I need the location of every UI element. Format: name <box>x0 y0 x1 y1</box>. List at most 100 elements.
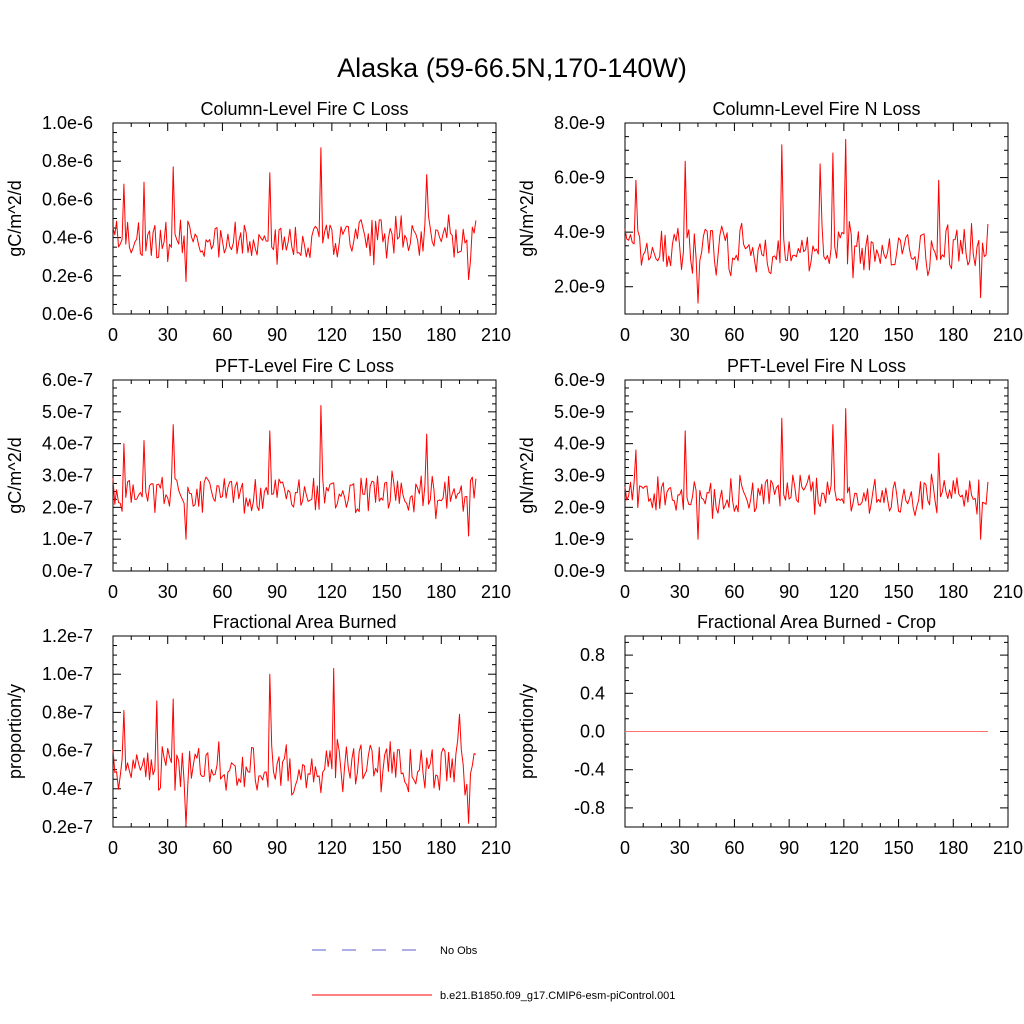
x-tick-label: 90 <box>779 325 799 345</box>
panel-title: Fractional Area Burned <box>212 612 396 632</box>
x-tick-label: 210 <box>993 582 1023 602</box>
x-tick-label: 30 <box>670 838 690 858</box>
y-tick-label: 0.8 <box>580 645 605 665</box>
plot-frame <box>112 379 497 572</box>
y-tick-label: 1.0e-7 <box>42 664 93 684</box>
y-tick-label: 2.0e-9 <box>554 497 605 517</box>
series-line <box>112 405 477 540</box>
panel-title: PFT-Level Fire N Loss <box>727 356 906 376</box>
y-tick-label: 3.0e-9 <box>554 466 605 486</box>
y-tick-label: 0.0 <box>580 722 605 742</box>
series-line <box>624 408 989 540</box>
y-axis-label: proportion/y <box>517 684 537 779</box>
x-tick-label: 180 <box>938 582 968 602</box>
x-tick-label: 60 <box>724 325 744 345</box>
plot-frame <box>112 122 497 315</box>
x-tick-label: 60 <box>724 838 744 858</box>
y-tick-label: 4.0e-9 <box>554 434 605 454</box>
x-tick-label: 30 <box>158 325 178 345</box>
y-tick-label: 2.0e-7 <box>42 497 93 517</box>
y-tick-label: -0.8 <box>574 798 605 818</box>
y-tick-label: 0.4e-7 <box>42 779 93 799</box>
y-tick-label: -0.4 <box>574 760 605 780</box>
x-tick-label: 0 <box>620 838 630 858</box>
y-tick-label: 1.2e-7 <box>42 626 93 646</box>
x-tick-label: 180 <box>426 838 456 858</box>
plot-frame <box>112 635 497 828</box>
x-tick-label: 30 <box>670 325 690 345</box>
y-axis-label: proportion/y <box>5 684 25 779</box>
chart-panel: Fractional Area Burned - Crop proportion/… <box>517 612 1023 858</box>
x-tick-label: 210 <box>481 582 511 602</box>
x-tick-label: 60 <box>212 838 232 858</box>
x-tick-label: 150 <box>372 582 402 602</box>
x-tick-label: 180 <box>426 582 456 602</box>
series-line <box>624 138 989 304</box>
y-axis-label: gN/m^2/d <box>517 437 537 513</box>
figure-title: Alaska (59-66.5N,170-140W) <box>337 53 687 83</box>
y-tick-label: 5.0e-7 <box>42 402 93 422</box>
x-tick-label: 120 <box>829 838 859 858</box>
x-tick-label: 0 <box>108 582 118 602</box>
y-axis-label: gC/m^2/d <box>5 180 25 256</box>
x-tick-label: 120 <box>317 838 347 858</box>
y-tick-label: 0.8e-6 <box>42 151 93 171</box>
y-tick-label: 0.0e-9 <box>554 561 605 581</box>
x-tick-label: 90 <box>267 582 287 602</box>
panel-title: Column-Level Fire C Loss <box>200 99 408 119</box>
y-tick-label: 0.8e-7 <box>42 702 93 722</box>
x-tick-label: 0 <box>108 838 118 858</box>
x-tick-label: 120 <box>317 325 347 345</box>
y-tick-label: 4.0e-9 <box>554 222 605 242</box>
panel-title: Fractional Area Burned - Crop <box>697 612 936 632</box>
x-tick-label: 210 <box>993 325 1023 345</box>
y-tick-label: 2.0e-9 <box>554 277 605 297</box>
chart-panel: PFT-Level Fire C Loss gC/m^2/d 0 30 60 90 120 1… <box>5 356 511 602</box>
y-tick-label: 0.4 <box>580 683 605 703</box>
chart-panel: PFT-Level Fire N Loss gN/m^2/d 0 30 60 90 120 1… <box>517 356 1023 602</box>
plot-frame <box>624 122 1009 315</box>
series-line <box>112 668 477 826</box>
y-tick-label: 0.2e-6 <box>42 266 93 286</box>
x-tick-label: 150 <box>372 325 402 345</box>
x-tick-label: 210 <box>993 838 1023 858</box>
y-tick-label: 6.0e-9 <box>554 168 605 188</box>
y-tick-label: 0.6e-7 <box>42 741 93 761</box>
x-tick-label: 210 <box>481 325 511 345</box>
x-tick-label: 60 <box>212 325 232 345</box>
y-tick-label: 0.0e-6 <box>42 304 93 324</box>
y-tick-label: 3.0e-7 <box>42 466 93 486</box>
y-tick-label: 0.0e-7 <box>42 561 93 581</box>
x-tick-label: 30 <box>158 838 178 858</box>
x-tick-label: 150 <box>884 838 914 858</box>
series-line <box>112 147 477 282</box>
x-tick-label: 0 <box>108 325 118 345</box>
chart-panel: Column-Level Fire N Loss gN/m^2/d 0 30 60 90 1… <box>517 99 1023 345</box>
y-tick-label: 1.0e-7 <box>42 529 93 549</box>
x-tick-label: 30 <box>670 582 690 602</box>
chart-panel: Fractional Area Burned proportion/y 0 30 60 9… <box>5 612 511 858</box>
legend: No Obs b.e21.B1850.f09_g17.CMIP6-esm-piCo… <box>312 945 675 1002</box>
x-tick-label: 120 <box>829 582 859 602</box>
x-tick-label: 120 <box>317 582 347 602</box>
panel-title: PFT-Level Fire C Loss <box>215 356 394 376</box>
x-tick-label: 90 <box>779 838 799 858</box>
x-tick-label: 0 <box>620 582 630 602</box>
x-tick-label: 150 <box>884 325 914 345</box>
x-tick-label: 150 <box>372 838 402 858</box>
x-tick-label: 30 <box>158 582 178 602</box>
y-tick-label: 0.2e-7 <box>42 817 93 837</box>
x-tick-label: 60 <box>212 582 232 602</box>
legend-label: b.e21.B1850.f09_g17.CMIP6-esm-piControl.… <box>440 990 675 1002</box>
panels: Column-Level Fire C Loss gC/m^2/d 0 30 60 90 1… <box>5 99 1023 858</box>
x-tick-label: 180 <box>938 838 968 858</box>
x-tick-label: 180 <box>426 325 456 345</box>
y-tick-label: 5.0e-9 <box>554 402 605 422</box>
y-axis-label: gN/m^2/d <box>517 180 537 256</box>
x-tick-label: 90 <box>779 582 799 602</box>
x-tick-label: 120 <box>829 325 859 345</box>
x-tick-label: 180 <box>938 325 968 345</box>
x-tick-label: 0 <box>620 325 630 345</box>
legend-label: No Obs <box>440 945 478 957</box>
